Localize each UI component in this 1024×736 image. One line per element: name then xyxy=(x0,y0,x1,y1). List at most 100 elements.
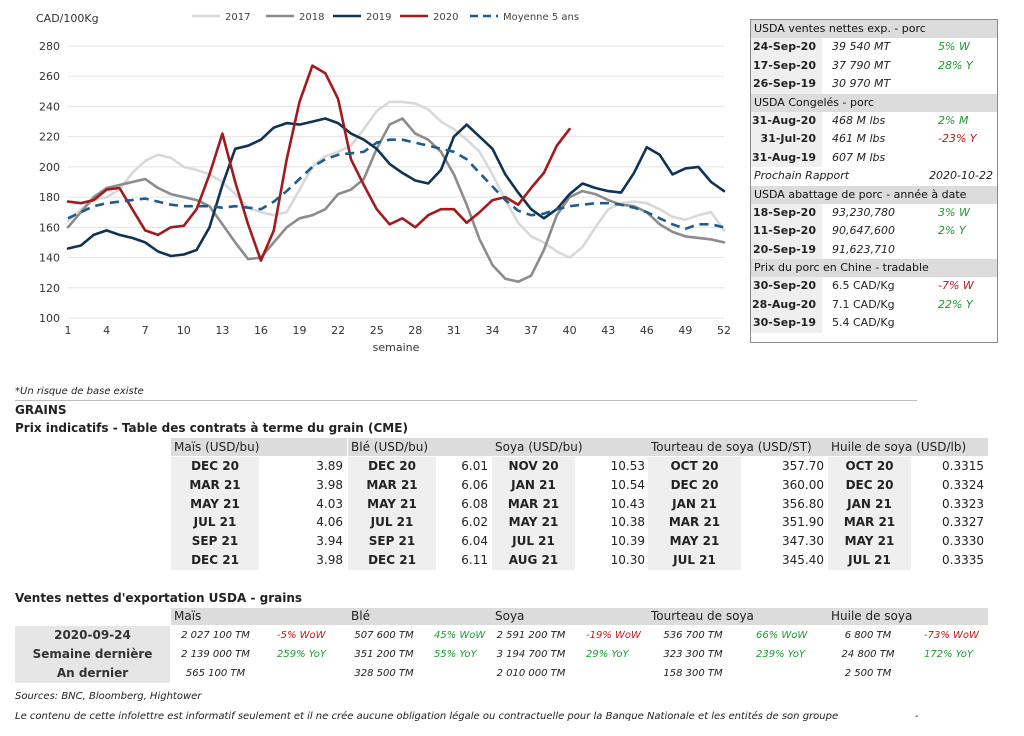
usda-change: 22% Y xyxy=(938,297,973,311)
usda-value: 7.1 CAD/Kg xyxy=(832,297,895,311)
usda-row: 24-Sep-20 39 540 MT 5% W xyxy=(751,38,997,57)
usda-row: 17-Sep-20 37 790 MT 28% Y xyxy=(751,56,997,75)
x-tick-label: 31 xyxy=(447,324,461,337)
export-header: Soya xyxy=(492,608,648,625)
contract-price: 356.80 xyxy=(782,496,824,511)
contract-month: OCT 20 xyxy=(648,457,741,476)
export-volume: 507 600 TM xyxy=(354,630,414,641)
x-tick-label: 1 xyxy=(65,324,72,337)
contract-month: JUL 21 xyxy=(828,551,911,570)
contract-price: 6.01 xyxy=(461,459,488,473)
futures-header: Soya (USD/bu) xyxy=(492,438,649,456)
x-tick-label: 13 xyxy=(215,324,229,337)
contract-price: 6.04 xyxy=(461,534,488,549)
usda-change: -23% Y xyxy=(938,132,977,145)
usda-row: 30-Sep-19 5.4 CAD/Kg xyxy=(751,314,997,333)
contract-month: OCT 20 xyxy=(828,457,911,476)
contract-month: JUL 21 xyxy=(348,513,436,533)
series-line-moyenne-5-ans xyxy=(67,138,725,231)
usda-date: 26-Sep-19 xyxy=(751,75,822,94)
x-tick-label: 37 xyxy=(524,324,538,337)
export-volume: 2 027 100 TM xyxy=(181,630,250,641)
contract-price: 351.90 xyxy=(782,515,824,530)
export-change: -73% WoW xyxy=(924,630,979,641)
contract-price: 10.53 xyxy=(610,459,645,473)
contract-month: AUG 21 xyxy=(492,551,575,570)
export-header: Huile de soya xyxy=(828,608,988,625)
contract-price: 347.30 xyxy=(782,534,824,549)
contract-price: 4.03 xyxy=(316,496,343,511)
usda-row: 18-Sep-20 93,230,780 3% W xyxy=(751,203,997,222)
usda-date: 24-Sep-20 xyxy=(751,38,822,57)
contract-price: 3.98 xyxy=(316,477,343,492)
contract-price: 6.11 xyxy=(461,553,488,567)
legend-label: 2019 xyxy=(366,12,391,23)
export-volume: 2 500 TM xyxy=(844,668,892,679)
usda-row: 28-Aug-20 7.1 CAD/Kg 22% Y xyxy=(751,295,997,314)
export-change: 29% YoY xyxy=(586,649,629,660)
usda-section-title: USDA abattage de porc - année à date xyxy=(751,185,997,204)
contract-price: 0.3335 xyxy=(942,553,984,567)
usda-section-title: Prix du porc en Chine - tradable xyxy=(751,259,997,277)
usda-value: 607 M lbs xyxy=(832,150,886,164)
usda-value: 461 M lbs xyxy=(832,132,886,145)
usda-date: 17-Sep-20 xyxy=(751,56,822,75)
contract-price: 10.38 xyxy=(610,515,645,530)
export-header: Blé xyxy=(348,608,492,625)
usda-section-title: USDA ventes nettes exp. - porc xyxy=(751,20,997,38)
export-volume: 6 800 TM xyxy=(844,630,892,641)
export-change: -19% WoW xyxy=(586,630,641,641)
y-tick-label: 160 xyxy=(39,221,60,234)
legend-label: 2017 xyxy=(225,12,250,23)
divider xyxy=(15,400,917,401)
contract-price: 6.02 xyxy=(461,515,488,530)
export-volume: 328 500 TM xyxy=(354,668,414,679)
usda-value: 93,230,780 xyxy=(832,205,895,219)
futures-header: Huile de soya (USD/lb) xyxy=(828,438,988,456)
x-tick-label: 46 xyxy=(640,324,654,337)
x-tick-label: 16 xyxy=(254,324,268,337)
contract-month: DEC 20 xyxy=(348,457,436,476)
x-tick-label: 4 xyxy=(103,324,110,337)
series-line-2017 xyxy=(66,100,726,259)
y-axis-label: CAD/100Kg xyxy=(36,12,99,25)
grains-title: GRAINS xyxy=(15,403,67,417)
contract-month: JUL 21 xyxy=(171,513,259,533)
contract-month: DEC 20 xyxy=(648,475,741,495)
usda-value: 6.5 CAD/Kg xyxy=(832,279,895,292)
contract-month: MAR 21 xyxy=(171,475,259,495)
contract-month: SEP 21 xyxy=(348,532,436,551)
next-report-label: Prochain Rapport xyxy=(754,169,850,182)
contract-month: JAN 21 xyxy=(648,494,741,514)
usda-value: 39 540 MT xyxy=(832,40,891,53)
price-chart: CAD/100Kg 100120140160180200220240260280… xyxy=(36,12,731,354)
legend-label: 2020 xyxy=(433,12,458,23)
contract-month: MAR 21 xyxy=(648,513,741,533)
x-axis-label: semaine xyxy=(373,341,420,354)
y-tick-label: 120 xyxy=(39,282,60,295)
usda-change xyxy=(932,241,994,260)
x-tick-label: 52 xyxy=(717,324,731,337)
contract-month: MAR 21 xyxy=(492,494,575,514)
contract-price: 4.06 xyxy=(316,515,343,530)
usda-row: 20-Sep-19 91,623,710 xyxy=(751,240,997,260)
contract-price: 6.06 xyxy=(461,477,488,492)
contract-price: 360.00 xyxy=(782,477,824,492)
sources-note: Sources: BNC, Bloomberg, Hightower xyxy=(15,691,202,702)
usda-date: 31-Aug-19 xyxy=(751,148,822,167)
export-row-label: 2020-09-24 xyxy=(15,626,170,645)
usda-row: 31-Aug-19 607 M lbs xyxy=(751,148,997,167)
x-tick-label: 10 xyxy=(177,324,191,337)
contract-month: JAN 21 xyxy=(828,494,911,514)
usda-value: 30 970 MT xyxy=(832,77,891,90)
usda-row: 30-Sep-20 6.5 CAD/Kg -7% W xyxy=(751,277,997,296)
legend-label: 2018 xyxy=(299,12,324,23)
contract-month: DEC 21 xyxy=(171,551,259,570)
usda-change: 2% M xyxy=(938,113,969,127)
contract-price: 357.70 xyxy=(782,459,824,473)
x-tick-label: 40 xyxy=(563,324,577,337)
usda-date: 31-Jul-20 xyxy=(751,130,822,149)
contract-month: NOV 20 xyxy=(492,457,575,476)
usda-change xyxy=(932,314,994,333)
contract-price: 0.3315 xyxy=(942,459,984,473)
